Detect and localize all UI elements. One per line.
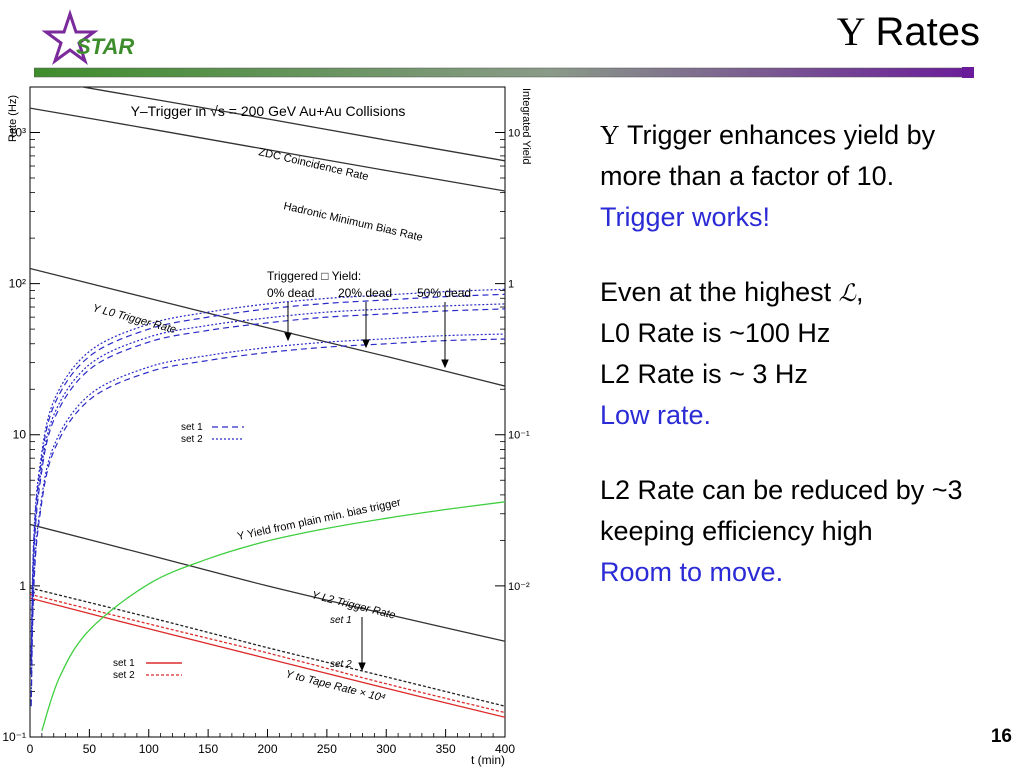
y2-tick-label: 10⁻² xyxy=(508,581,530,593)
rates-chart: 10⁻¹ 1 10 10² 10³ 10⁻² 10⁻¹ 1 10 0 50 100 150 200 25… xyxy=(2,86,532,767)
l2-set2-label: set 2 xyxy=(330,659,352,670)
series-line-8 xyxy=(30,293,505,661)
series-line-8-set2 xyxy=(30,288,505,656)
x-axis-label: t (min) xyxy=(471,753,505,767)
y2-axis-label: Integrated Yield xyxy=(520,88,532,164)
series-line-4 xyxy=(30,597,505,718)
p2-blue-text: Low rate. xyxy=(600,400,712,431)
blue-legend-set1: set 1 xyxy=(181,422,203,433)
triggered-yield-label: Triggered □ Yield: xyxy=(267,269,361,283)
p2-line2: L0 Rate is ~100 Hz xyxy=(600,318,831,349)
p3-line1: L2 Rate can be reduced by ~3 keeping eff… xyxy=(600,475,963,547)
y2-tick-label: 10 xyxy=(508,127,520,139)
plot-frame xyxy=(29,86,506,738)
series-line-9-set2 xyxy=(30,303,505,670)
p2-line1-end: , xyxy=(855,277,864,308)
p3-blue-text: Room to move. xyxy=(600,557,784,588)
luminosity-symbol: ℒ xyxy=(838,279,856,308)
l2-label: Υ L2 Trigger Rate xyxy=(310,589,396,621)
l2-set1-label: set 1 xyxy=(330,615,352,626)
y-tick-label: 1 xyxy=(19,579,26,593)
blue-legend-set2: set 2 xyxy=(181,434,203,445)
y-tick-label: 10³ xyxy=(9,125,26,139)
title-text: Rates xyxy=(875,10,981,54)
y-axis-label: Rate (Hz) xyxy=(7,95,19,142)
title-divider-bar xyxy=(34,67,974,78)
x-tick-label: 300 xyxy=(376,742,396,756)
p1-blue-text: Trigger works! xyxy=(600,202,771,233)
p2-line3: L2 Rate is ~ 3 Hz xyxy=(600,359,808,390)
series-line-9 xyxy=(30,308,505,675)
slide-title: Υ Rates xyxy=(837,8,980,55)
p1-text: Trigger enhances yield by more than a fa… xyxy=(600,120,936,192)
series-line-10 xyxy=(30,338,505,707)
x-tick-label: 350 xyxy=(436,742,456,756)
x-tick-label: 150 xyxy=(198,742,218,756)
series-line-2 xyxy=(30,267,505,387)
y2-tick-label: 1 xyxy=(508,279,514,291)
x-tick-label: 250 xyxy=(317,742,337,756)
x-tick-label: 200 xyxy=(257,742,277,756)
paragraph-rates: Even at the highest ℒ, L0 Rate is ~100 H… xyxy=(600,272,1000,436)
y-tick-label: 10² xyxy=(9,277,26,291)
x-tick-label: 100 xyxy=(139,742,159,756)
x-tick-label: 0 xyxy=(27,742,34,756)
paragraph-reduce: L2 Rate can be reduced by ~3 keeping eff… xyxy=(600,470,1000,593)
p2-line1: Even at the highest xyxy=(600,277,839,308)
series-line-5 xyxy=(30,593,505,714)
chart-title: Υ–Trigger in √s = 200 GeV Au+Au Collisio… xyxy=(131,103,406,119)
dead-50-label: 50% dead xyxy=(417,286,471,300)
y2-tick-label: 10⁻¹ xyxy=(508,430,530,442)
page-number: 16 xyxy=(990,726,1012,747)
star-outline-icon xyxy=(41,9,99,65)
x-tick-label: 400 xyxy=(495,742,515,756)
text-panel: Υ Trigger enhances yield by more than a … xyxy=(600,115,1000,627)
hmb-label: Hadronic Minimum Bias Rate xyxy=(282,200,423,244)
red-legend-set1: set 1 xyxy=(113,658,135,669)
paragraph-trigger: Υ Trigger enhances yield by more than a … xyxy=(600,115,1000,238)
upsilon-symbol: Υ xyxy=(836,9,866,54)
dead-0-label: 0% dead xyxy=(267,286,314,300)
series-line-6 xyxy=(30,587,505,707)
series-line-1 xyxy=(30,107,505,192)
y-tick-label: 10 xyxy=(13,428,27,442)
series-line-0 xyxy=(78,87,505,162)
series-line-7 xyxy=(41,501,505,731)
y-tick-label: 10⁻¹ xyxy=(2,730,26,744)
series-line-3 xyxy=(30,523,505,642)
red-legend-set2: set 2 xyxy=(113,670,135,681)
dead-20-label: 20% dead xyxy=(338,286,392,300)
star-logo: STAR xyxy=(41,9,134,65)
logo-text: STAR xyxy=(76,34,134,59)
upsilon-symbol-inline: Υ xyxy=(600,120,620,150)
dead-arrows xyxy=(284,302,449,672)
series-line-10-set2 xyxy=(30,333,505,702)
x-tick-label: 50 xyxy=(83,742,97,756)
